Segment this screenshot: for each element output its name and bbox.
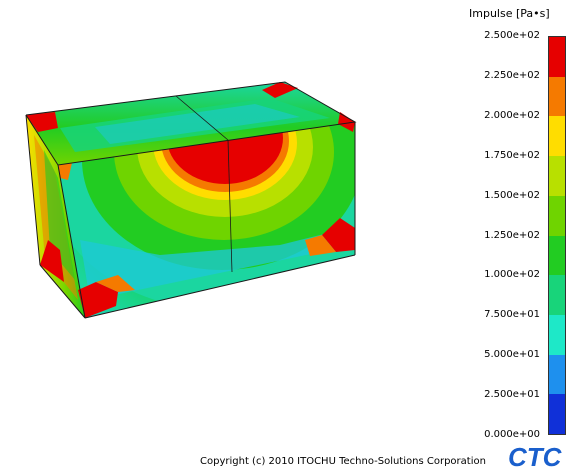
legend-color-segment [549,275,565,315]
legend-color-segment [549,354,565,395]
legend-tick-label: 1.500e+02 [484,189,540,201]
corner-hotspot-left-low [40,240,64,282]
corner-hotspot-top-left [26,112,58,132]
legend-color-segment [549,235,565,276]
legend-color-segment [549,156,565,196]
legend-tick-label: 1.250e+02 [484,229,540,241]
legend-tick-label: 1.750e+02 [484,149,540,161]
corner-hotspot-bottom-left [78,282,118,318]
box-contour-plot [25,81,357,319]
corner-hotspot-top-right [262,82,298,98]
legend-color-segment [549,394,565,435]
copyright-text: Copyright (c) 2010 ITOCHU Techno-Solutio… [200,456,486,467]
ctc-logo-text: CTC [508,444,563,470]
corner-band-bottom-left [96,275,135,292]
legend-color-segment [549,195,565,236]
legend-tick-label: 2.500e+02 [484,30,540,41]
box-edges [25,81,357,319]
legend-tick-label: 2.250e+02 [484,69,540,81]
color-scale-bar [548,36,566,435]
legend-title: Impulse [Pa•s] [469,7,550,20]
legend-tick-label: 7.500e+01 [484,309,540,321]
legend-color-segment [549,116,565,157]
legend-tick-label: 0.000e+00 [484,429,540,440]
front-face-contours [58,122,355,310]
corner-hotspot-bottom-right [322,218,355,252]
result-viewport[interactable] [0,0,440,440]
legend-color-segment [549,37,565,77]
legend-tick-label: 5.000e+01 [484,349,540,361]
corner-hotspot-front-left [58,163,72,180]
legend-color-segment [549,76,565,117]
legend-tick-label: 1.000e+02 [484,269,540,281]
corner-hotspot-right [338,112,355,132]
contour-cyan-pool [80,230,340,300]
legend-color-segment [549,314,565,355]
top-face-band-inner [95,104,300,144]
corner-band-bottom-right [305,235,336,256]
legend-tick-label: 2.000e+02 [484,109,540,121]
ctc-logo: CTC [508,444,563,470]
legend-tick-label: 2.500e+01 [484,389,540,401]
